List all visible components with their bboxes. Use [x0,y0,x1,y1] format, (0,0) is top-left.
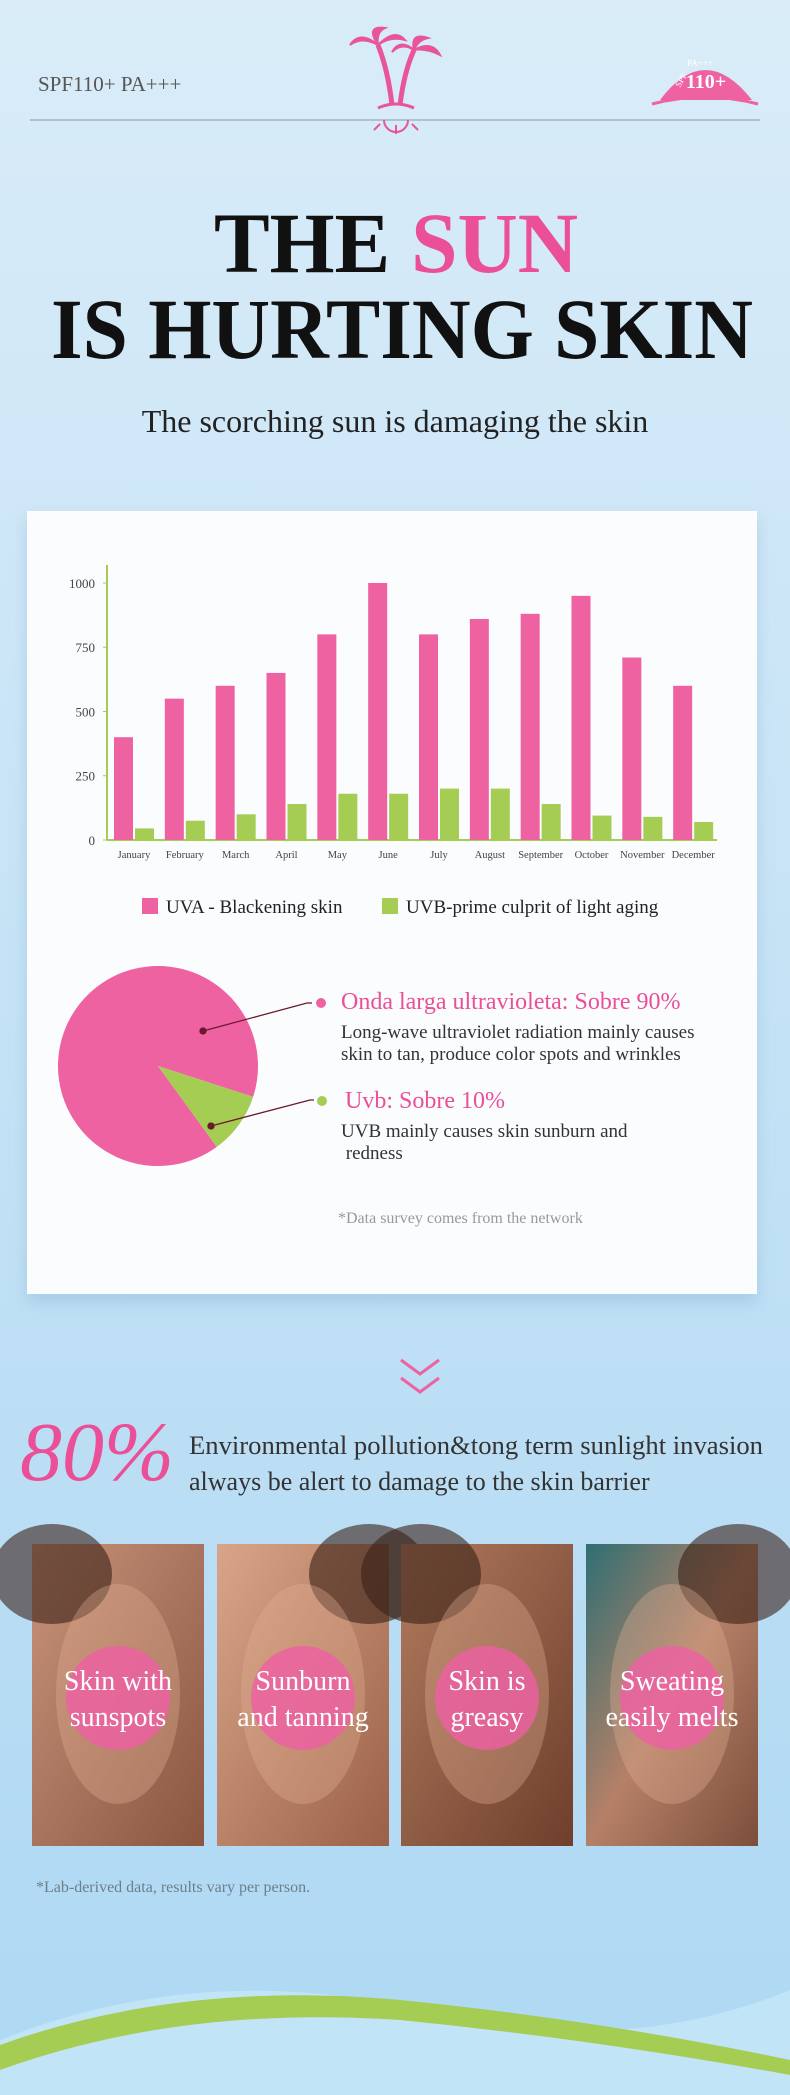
pie-chart: Onda larga ultravioleta: Sobre 90% Long-w… [57,966,695,1167]
y-tick-label: 500 [76,704,96,719]
bar [135,828,154,840]
photo-hair [361,1524,481,1624]
stat-line: Environmental pollution&tong term sunlig… [189,1431,763,1460]
x-tick-label: May [328,850,348,861]
bar [673,685,693,840]
card-highlight [66,1646,170,1750]
card-text: and tanning [237,1702,368,1733]
footnote: *Lab-derived data, results vary per pers… [36,1879,310,1896]
card-text: Sweating [620,1666,724,1697]
card-highlight [435,1646,539,1750]
bar [571,595,591,840]
data-note: *Data survey comes from the network [338,1210,583,1227]
card-text: easily melts [606,1702,739,1733]
bar [368,582,388,840]
bar [440,788,459,840]
pie-category: Uvb: [345,1088,393,1114]
y-tick-label: 0 [89,833,96,848]
headline-sun: SUN [411,195,578,291]
bar [389,793,409,840]
headline-the: THE [214,195,390,291]
badge-top: PA+++ [687,58,713,68]
y-tick-label: 1000 [69,576,95,591]
pie-value-label: Sobre 90% [574,989,680,1015]
x-tick-label: December [672,850,716,861]
legend-swatch [382,898,398,914]
bar [215,685,235,840]
stat-value: 80% [20,1406,174,1499]
bar [338,793,358,840]
cards: Skin with sunspots Sunburn and tanning Skin … [0,1524,790,1846]
pie-label: Uvb: Sobre 10% [345,1088,505,1114]
pie-category: Onda larga ultravioleta: [341,989,568,1015]
card-text: sunspots [70,1702,166,1733]
bar-chart: 0 250 500 750 1000 January February March April M… [69,565,717,861]
x-tick-label: March [222,850,250,861]
headline-line1: THE SUN [214,195,578,291]
x-tick-label: February [166,850,205,861]
pie-leaders [199,998,327,1130]
bar [317,634,337,840]
x-tick-label: November [620,850,665,861]
card-text: greasy [450,1702,523,1733]
subtitle: The scorching sun is damaging the skin [142,403,649,439]
bar [419,634,438,840]
y-tick-label: 250 [76,769,96,784]
x-tick-label: January [118,850,151,861]
bar [114,737,133,840]
x-tick-label: June [379,850,399,861]
bar [236,814,256,840]
x-tick-label: April [275,850,297,861]
photo-hair [0,1524,112,1624]
pie-description: skin to tan, produce color spots and wri… [341,1044,681,1065]
x-tick-label: October [575,850,609,861]
y-tick-label: 750 [76,640,96,655]
bar [622,657,642,840]
pie-slice [158,1066,254,1147]
wave-green [0,1995,790,2075]
bar [643,816,663,840]
stat-line: always be alert to damage to the skin ba… [189,1467,650,1496]
legend-label: UVB-prime culprit of light aging [406,897,659,918]
x-tick-label: August [475,850,505,861]
spf-badge: PA+++ SPF 110+ [651,58,759,106]
pie-description: redness [341,1143,403,1164]
bar [694,822,714,840]
bar [520,613,540,840]
bar [287,804,307,840]
x-tick-label: July [430,850,448,861]
headline-line2: IS HURTING SKIN [51,281,753,377]
bar [185,820,205,840]
card-highlight [251,1646,355,1750]
legend-swatch [142,898,158,914]
badge-main: 110+ [686,71,726,93]
palm-logo [349,26,443,134]
chevron [400,1358,440,1394]
card-highlight [620,1646,724,1750]
card-text: Skin is [448,1666,525,1697]
photo-hair [678,1524,790,1624]
pie-value-label: Sobre 10% [399,1088,505,1114]
bar [592,815,612,840]
x-tick-label: September [518,850,563,861]
spf-tag: SPF110+ PA+++ [38,72,181,96]
pie-description: UVB mainly causes skin sunburn and [341,1121,628,1142]
bar [266,672,286,840]
pie-description: Long-wave ultraviolet radiation mainly c… [341,1022,695,1043]
bar [541,804,561,840]
card-text: Sunburn [256,1666,351,1697]
pie-label: Onda larga ultravioleta: Sobre 90% [341,989,680,1015]
bar [164,698,184,840]
card-text: Skin with [64,1666,172,1697]
legend: UVA - Blackening skin UVB-prime culprit o… [142,897,659,918]
bar [469,618,489,840]
legend-label: UVA - Blackening skin [166,897,343,918]
bar [490,788,510,840]
